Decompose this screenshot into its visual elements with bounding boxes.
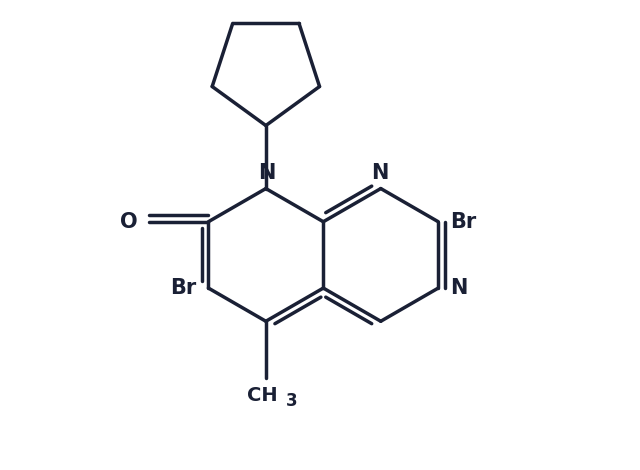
Text: Br: Br xyxy=(450,212,476,232)
Text: N: N xyxy=(259,163,276,183)
Text: Br: Br xyxy=(170,278,196,298)
Text: O: O xyxy=(120,212,138,232)
Text: N: N xyxy=(371,163,388,183)
Text: CH: CH xyxy=(247,385,278,405)
Text: 3: 3 xyxy=(286,392,298,410)
Text: N: N xyxy=(450,278,468,298)
